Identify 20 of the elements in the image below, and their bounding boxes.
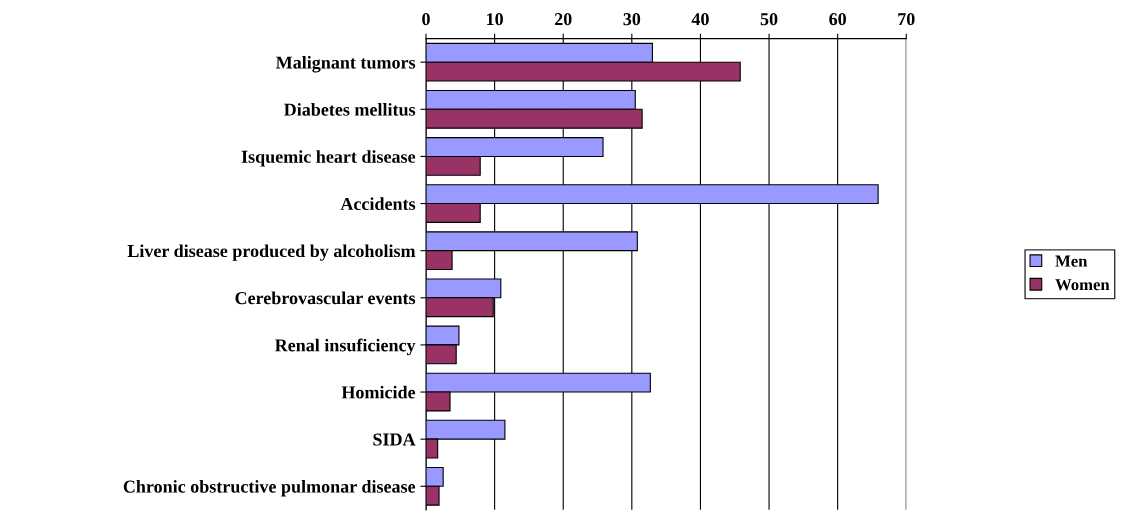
- y-tick-label: Isquemic heart disease: [241, 150, 416, 167]
- y-tick-label: Diabetes mellitus: [284, 103, 416, 116]
- y-tick-label: Chronic obstructive pulmonar disease: [123, 480, 416, 497]
- y-tick-label: Accidents: [340, 197, 416, 210]
- x-tick-label: 40: [691, 13, 709, 26]
- x-tick-label: 60: [829, 13, 846, 26]
- x-tick-label: 20: [554, 13, 572, 26]
- x-tick-label: 50: [760, 13, 778, 26]
- y-tick-label: Malignant tumors: [275, 55, 416, 73]
- legend-label: Women: [1055, 279, 1110, 291]
- x-tick-label: 0: [422, 13, 430, 26]
- y-tick-label: Liver disease produced by alcoholism: [127, 244, 416, 261]
- x-tick-label: 30: [623, 13, 641, 26]
- y-tick-label: Cerebrovascular events: [235, 291, 416, 305]
- y-tick-label: Homicide: [341, 385, 416, 399]
- y-tick-label: Renal insuficiency: [274, 338, 416, 356]
- x-tick-label: 10: [487, 13, 503, 26]
- y-tick-label: SIDA: [373, 433, 416, 446]
- legend-label: Men: [1055, 255, 1088, 267]
- x-tick-label: 70: [898, 13, 915, 26]
